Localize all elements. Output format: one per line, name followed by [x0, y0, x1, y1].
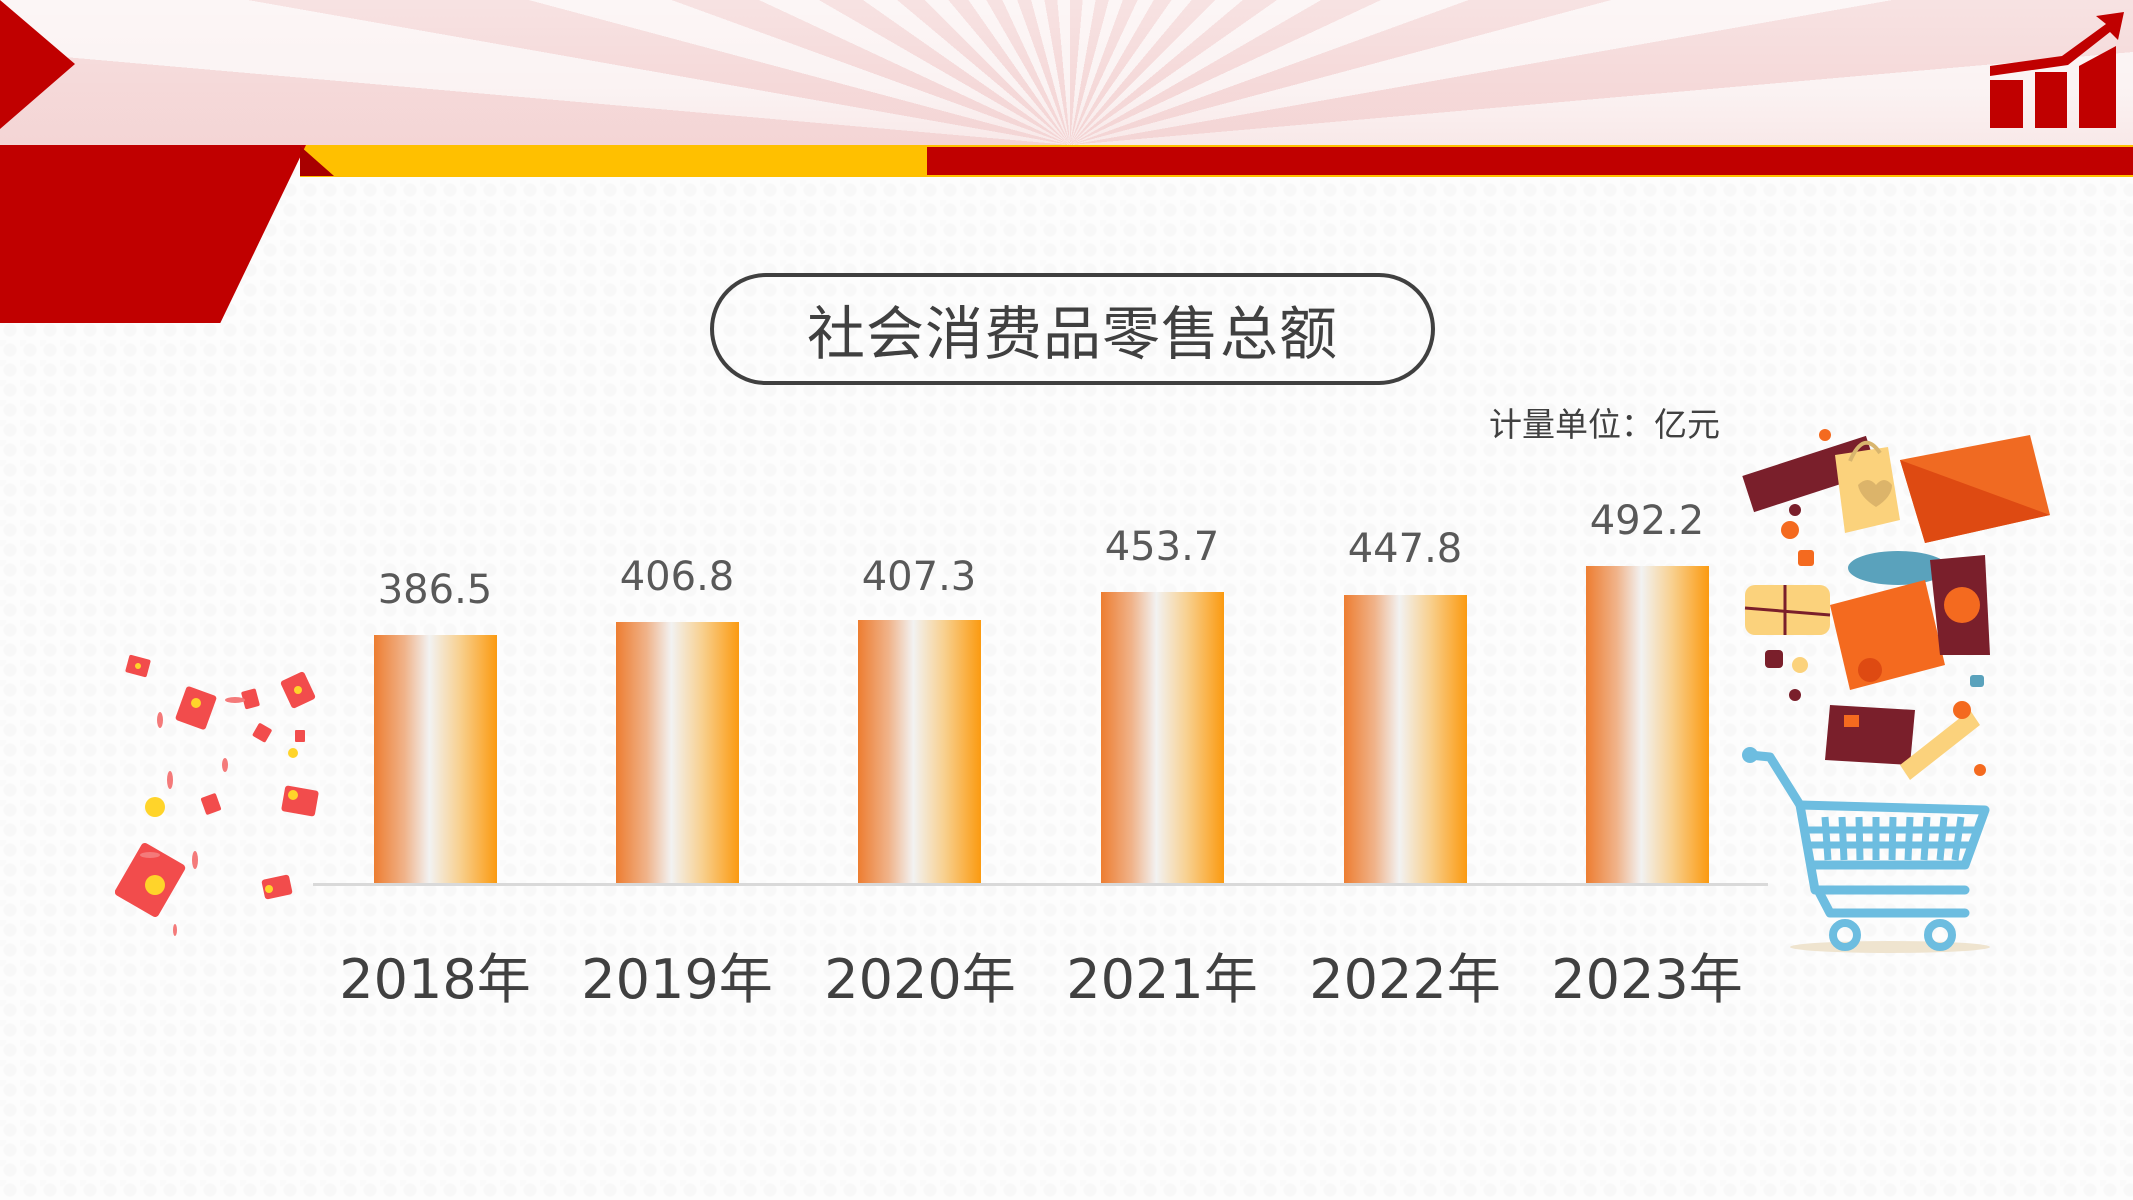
data-label: 407.3: [861, 554, 977, 600]
header-red-band: [927, 145, 2133, 177]
x-tick-label: 2022年: [1309, 948, 1501, 1011]
bar-2018: [374, 635, 497, 883]
x-tick-label: 2020年: [824, 948, 1016, 1011]
x-tick-label: 2019年: [581, 948, 773, 1011]
bar-2022: [1344, 595, 1467, 883]
unit-label: 计量单位：亿元: [1489, 405, 1720, 444]
sunburst-rays: [0, 0, 2133, 146]
x-tick-label: 2023年: [1551, 948, 1743, 1011]
chart-title: 社会消费品零售总额: [710, 273, 1435, 385]
header-red-triangle: [0, 0, 75, 129]
shopping-cart-illustration: [1742, 429, 2050, 953]
data-label: 406.8: [619, 554, 735, 600]
data-label: 447.8: [1347, 526, 1463, 572]
data-label: 386.5: [377, 567, 493, 613]
bar-2020: [858, 620, 981, 883]
sunburst-fade: [0, 0, 2133, 146]
bar-2019: [616, 622, 739, 883]
header-sunburst-background: [0, 0, 2133, 146]
header-yellow-band: [300, 145, 930, 177]
x-tick-label: 2018年: [339, 948, 531, 1011]
chart-title-text: 社会消费品零售总额: [806, 300, 1338, 368]
bar-2021: [1101, 592, 1224, 883]
data-label: 453.7: [1104, 524, 1220, 570]
x-tick-label: 2021年: [1066, 948, 1258, 1011]
growth-chart-icon: [1990, 12, 2124, 128]
x-axis-line: [313, 883, 1768, 886]
bar-2023: [1586, 566, 1709, 883]
data-label: 492.2: [1589, 498, 1705, 544]
red-envelopes-illustration: [115, 654, 319, 936]
header-red-trapezoid: [0, 145, 306, 323]
header-band-fold: [300, 146, 334, 176]
